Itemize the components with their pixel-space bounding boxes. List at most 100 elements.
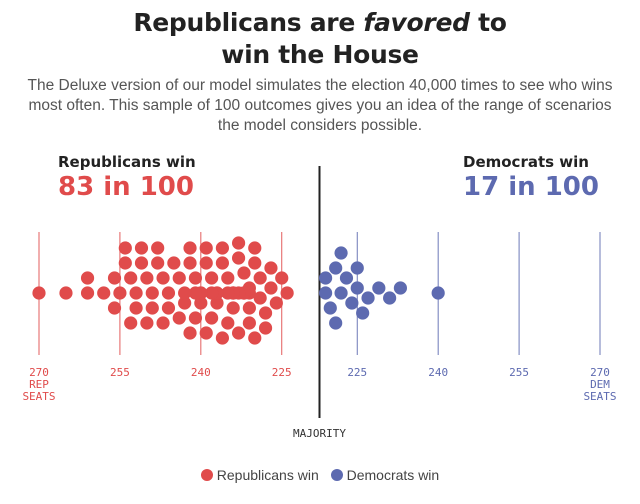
dem-outcome-dot bbox=[319, 286, 333, 300]
rep-outcome-dot bbox=[248, 331, 262, 345]
rep-win-label: Republicans win bbox=[58, 153, 196, 171]
tick-label: 270 bbox=[590, 366, 610, 379]
rep-outcome-dot bbox=[183, 326, 197, 340]
rep-outcome-dot bbox=[156, 271, 170, 285]
dem-outcome-dot bbox=[329, 316, 343, 330]
dem-outcome-dot bbox=[329, 261, 343, 275]
rep-outcome-dot bbox=[124, 316, 138, 330]
legend-label-rep: Republicans win bbox=[216, 467, 319, 484]
rep-outcome-dot bbox=[107, 301, 122, 315]
dem-outcome-dot bbox=[334, 246, 348, 260]
legend-item-rep: Republicans win bbox=[200, 467, 319, 484]
dem-outcome-dot bbox=[393, 281, 408, 295]
rep-outcome-dot bbox=[264, 281, 278, 295]
rep-outcome-dot bbox=[134, 256, 149, 270]
rep-outcome-dot bbox=[167, 256, 181, 270]
tick-label: 270 bbox=[29, 366, 49, 379]
rep-outcome-dot bbox=[280, 286, 294, 300]
rep-outcome-dot bbox=[221, 316, 235, 330]
rep-outcome-dot bbox=[178, 286, 192, 300]
rep-outcome-dot bbox=[188, 271, 203, 285]
rep-outcome-dot bbox=[145, 286, 159, 300]
rep-outcome-dot bbox=[161, 301, 176, 315]
rep-outcome-dot bbox=[205, 271, 219, 285]
rep-outcome-dot bbox=[248, 256, 262, 270]
dem-outcome-dot bbox=[431, 286, 445, 300]
rep-outcome-dot bbox=[231, 251, 246, 265]
dem-outcome-dot bbox=[361, 291, 375, 305]
title-part: Republicans are bbox=[133, 8, 364, 37]
legend-item-dem: Democrats win bbox=[330, 467, 440, 484]
rep-outcome-dot bbox=[140, 316, 154, 330]
rep-outcome-dot bbox=[80, 271, 95, 285]
tick-label: 240 bbox=[191, 366, 211, 379]
dem-outcome-dot bbox=[334, 286, 348, 300]
rep-outcome-dot bbox=[129, 286, 143, 300]
rep-outcome-dot bbox=[59, 286, 73, 300]
rep-outcome-dot bbox=[215, 331, 230, 345]
tick-label: 225 bbox=[347, 366, 367, 379]
dem-win-value: 17 in 100 bbox=[463, 172, 599, 202]
rep-win-value: 83 in 100 bbox=[58, 172, 194, 202]
rep-outcome-dot bbox=[183, 256, 197, 270]
dem-outcome-dot bbox=[350, 261, 364, 275]
rep-outcome-dot bbox=[118, 256, 132, 270]
tick-sublabel: SEATS bbox=[583, 390, 616, 403]
legend-swatch-rep bbox=[200, 469, 213, 482]
rep-outcome-dot bbox=[107, 271, 122, 285]
rep-outcome-dot bbox=[215, 256, 230, 270]
rep-outcome-dot bbox=[253, 291, 267, 305]
legend: Republicans win Democrats win bbox=[0, 466, 640, 483]
rep-outcome-dot bbox=[199, 256, 213, 270]
rep-outcome-dot bbox=[151, 241, 165, 255]
rep-outcome-dot bbox=[205, 286, 219, 300]
rep-outcome-dot bbox=[113, 286, 127, 300]
tick-label: 255 bbox=[509, 366, 529, 379]
tick-sublabel: DEM bbox=[590, 378, 610, 391]
dem-win-label: Democrats win bbox=[463, 153, 589, 171]
dem-outcome-dot bbox=[319, 271, 333, 285]
chart-title: Republicans are favored to bbox=[0, 6, 640, 39]
rep-outcome-dot bbox=[199, 241, 213, 255]
tick-sublabel: SEATS bbox=[22, 390, 55, 403]
rep-outcome-dot bbox=[242, 316, 256, 330]
dem-outcome-dot bbox=[345, 296, 359, 310]
rep-outcome-dot bbox=[231, 326, 246, 340]
rep-outcome-dot bbox=[215, 241, 230, 255]
rep-outcome-dot bbox=[269, 296, 283, 310]
rep-outcome-dot bbox=[253, 271, 267, 285]
rep-outcome-dot bbox=[172, 311, 186, 325]
dem-outcome-dot bbox=[383, 291, 397, 305]
majority-label: MAJORITY bbox=[293, 427, 346, 440]
rep-outcome-dot bbox=[210, 296, 224, 310]
rep-outcome-dot bbox=[248, 241, 262, 255]
rep-outcome-dot bbox=[97, 286, 111, 300]
legend-label-dem: Democrats win bbox=[346, 467, 440, 484]
rep-outcome-dot bbox=[226, 301, 240, 315]
rep-outcome-dot bbox=[178, 296, 192, 310]
rep-outcome-dot bbox=[221, 271, 235, 285]
rep-outcome-dot bbox=[258, 306, 273, 320]
chart-title-line2: win the House bbox=[221, 40, 419, 69]
rep-outcome-dot bbox=[237, 266, 251, 280]
title-part: to bbox=[469, 8, 507, 37]
dem-outcome-dot bbox=[339, 271, 354, 285]
rep-outcome-dot bbox=[118, 241, 132, 255]
dem-outcome-dot bbox=[350, 281, 364, 295]
rep-outcome-dot bbox=[194, 296, 208, 310]
rep-outcome-dot bbox=[188, 286, 203, 300]
rep-outcome-dot bbox=[129, 301, 143, 315]
rep-outcome-dot bbox=[183, 241, 197, 255]
rep-outcome-dot bbox=[188, 311, 203, 325]
rep-outcome-dot bbox=[205, 311, 219, 325]
rep-outcome-dot bbox=[156, 316, 170, 330]
dem-outcome-dot bbox=[372, 281, 386, 295]
rep-outcome-dot bbox=[221, 286, 235, 300]
rep-outcome-dot bbox=[161, 286, 176, 300]
tick-sublabel: REP bbox=[29, 378, 49, 391]
dem-outcome-dot bbox=[356, 306, 370, 320]
dem-outcome-dot bbox=[323, 301, 337, 315]
rep-outcome-dot bbox=[151, 256, 165, 270]
tick-label: 255 bbox=[110, 366, 130, 379]
